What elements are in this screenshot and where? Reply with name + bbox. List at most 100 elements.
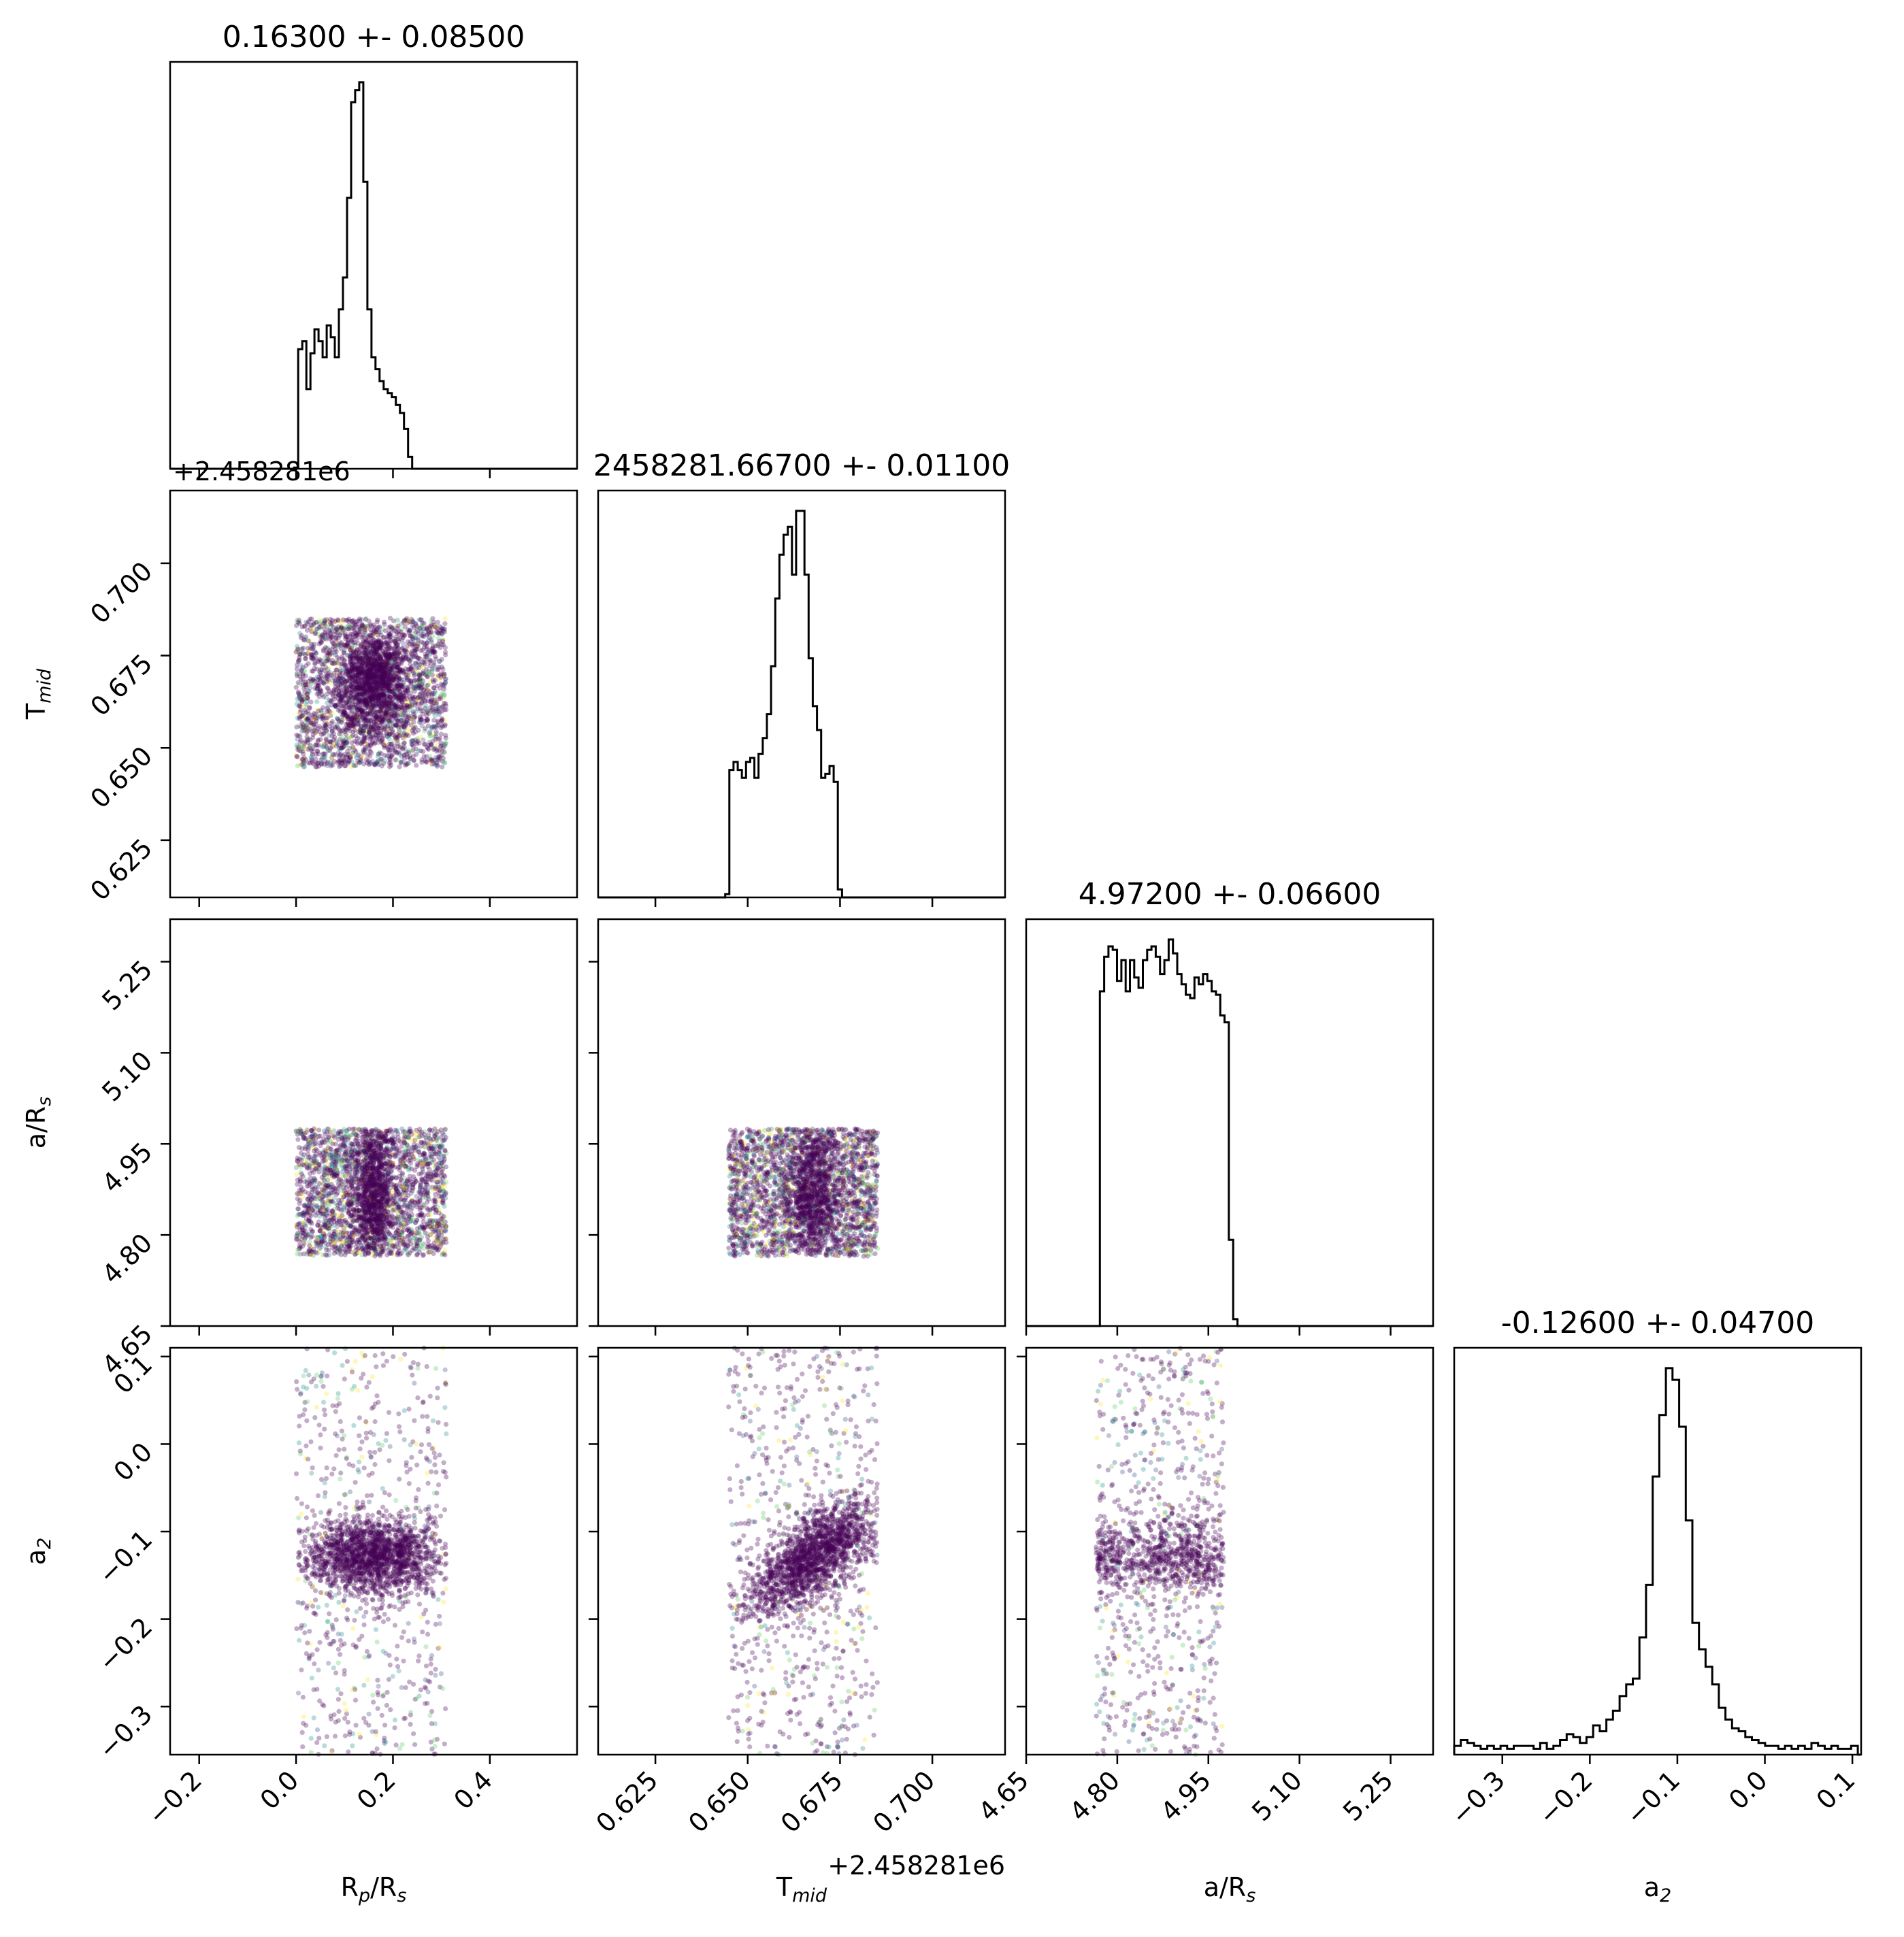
scatter-point (387, 757, 393, 762)
scatter-point (312, 676, 318, 682)
scatter-point (317, 618, 323, 623)
scatter-point (350, 750, 356, 756)
scatter-point (341, 650, 346, 655)
scatter-point (408, 657, 414, 663)
scatter-point (426, 746, 431, 752)
scatter-point (436, 723, 441, 728)
scatter-point (334, 627, 340, 633)
scatter-point (361, 632, 366, 638)
scatter-point (397, 764, 402, 769)
scatter-point (387, 694, 393, 699)
scatter-point (427, 678, 433, 684)
scatter-point (321, 694, 327, 699)
scatter-point (425, 687, 430, 693)
scatter-point (367, 710, 373, 716)
scatter-point (387, 703, 392, 709)
scatter-point (333, 679, 338, 684)
scatter-point (342, 752, 347, 757)
scatter-point (294, 725, 299, 730)
scatter-point (379, 665, 384, 671)
scatter-point (358, 728, 363, 733)
scatter-point (308, 1235, 314, 1240)
scatter-point (323, 736, 329, 742)
scatter-point (367, 748, 373, 754)
scatter-point (338, 731, 344, 737)
scatter-point (387, 708, 393, 713)
scatter-point (359, 741, 365, 746)
scatter-point (400, 635, 406, 640)
scatter-point (302, 689, 308, 695)
scatter-point (333, 618, 339, 624)
scatter-point (370, 680, 376, 686)
scatter-point (442, 680, 448, 685)
scatter-point (393, 640, 398, 646)
scatter-point (318, 708, 324, 713)
scatter-point (321, 648, 326, 654)
scatter-point (352, 678, 358, 683)
scatter-point (304, 627, 310, 633)
scatter-point (440, 748, 445, 754)
scatter-point (352, 625, 357, 631)
scatter-point (429, 691, 435, 696)
scatter-point (384, 668, 390, 674)
scatter-point (342, 643, 348, 648)
scatter-point (394, 732, 400, 738)
scatter-point (376, 695, 381, 701)
scatter-point (366, 762, 372, 767)
scatter-point (387, 679, 393, 684)
scatter-point (429, 640, 434, 645)
scatter-point (341, 740, 346, 746)
scatter-point (343, 731, 348, 737)
scatter-point (411, 758, 416, 763)
scatter-point (366, 746, 372, 752)
scatter-point (428, 630, 433, 635)
scatter-point (323, 723, 328, 729)
scatter-point (430, 616, 436, 621)
scatter-point (393, 757, 398, 763)
scatter-point (325, 625, 330, 630)
scatter-point (364, 687, 370, 693)
scatter-point (312, 725, 318, 731)
scatter-point (386, 700, 391, 706)
scatter-point (412, 689, 417, 694)
scatter-point (416, 1149, 422, 1155)
scatter-point (374, 719, 379, 725)
scatter-point (433, 701, 439, 707)
scatter-point (297, 703, 303, 710)
scatter-point (322, 721, 327, 727)
scatter-point (352, 724, 357, 729)
scatter-point (359, 723, 364, 729)
scatter-point (301, 755, 307, 761)
scatter-point (395, 664, 401, 669)
scatter-point (401, 693, 407, 699)
scatter-point (436, 736, 442, 742)
scatter-point (443, 701, 448, 706)
scatter-point (333, 629, 338, 635)
scatter-point (314, 619, 319, 625)
scatter-point (361, 625, 367, 631)
scatter-point (442, 742, 448, 748)
scatter-point (440, 750, 446, 755)
scatter-point (429, 637, 434, 642)
scatter-point (379, 674, 384, 679)
scatter-point (432, 713, 438, 718)
scatter-point (344, 625, 349, 630)
scatter-point (293, 623, 299, 629)
scatter-point (396, 651, 401, 657)
scatter-point (348, 646, 355, 651)
scatter-point (410, 648, 415, 654)
scatter-point (297, 746, 303, 751)
scatter-point (440, 639, 446, 644)
scatter-point (378, 731, 383, 736)
scatter-point (436, 755, 441, 760)
scatter-point (321, 731, 326, 737)
scatter-point (388, 700, 393, 706)
scatter-point (383, 688, 389, 693)
scatter-point (434, 625, 440, 631)
scatter-point (355, 693, 361, 698)
scatter-point (374, 682, 379, 688)
scatter-point (352, 718, 357, 724)
scatter-point (313, 742, 318, 748)
scatter-point (429, 1226, 434, 1231)
scatter-point (303, 674, 308, 679)
